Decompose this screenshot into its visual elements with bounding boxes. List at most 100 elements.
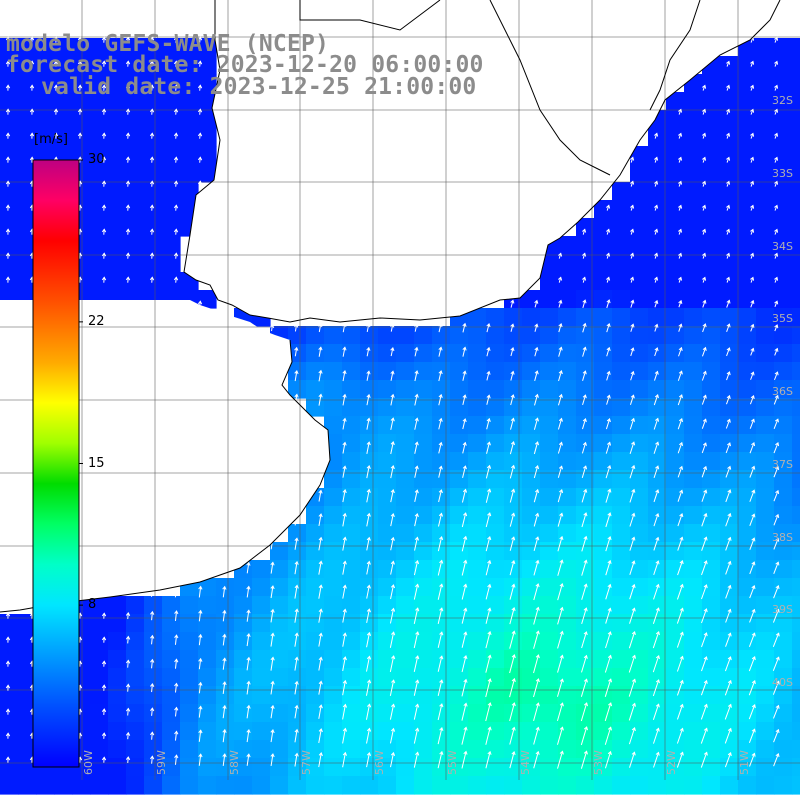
speed-cell: [792, 524, 800, 543]
wind-arrow: [5, 228, 11, 235]
wind-arrow: [750, 60, 755, 67]
wind-arrow: [5, 84, 11, 91]
speed-cell: [126, 236, 145, 255]
wind-arrow: [701, 608, 708, 624]
wind-arrow: [726, 84, 731, 91]
speed-cell: [702, 362, 721, 381]
speed-cell: [702, 524, 721, 543]
wind-arrow: [750, 132, 755, 139]
latitude-label: 39S: [772, 603, 793, 616]
speed-cell: [648, 272, 667, 291]
wind-arrow: [389, 655, 396, 673]
speed-cell: [0, 236, 19, 255]
wind-arrow: [29, 84, 35, 91]
speed-cell: [144, 704, 163, 723]
speed-cell: [180, 758, 199, 777]
wind-arrow: [653, 441, 660, 454]
wind-arrow: [5, 60, 11, 67]
speed-cell: [396, 776, 415, 795]
speed-cell: [684, 164, 703, 183]
colorbar-tick-label: 22: [88, 313, 105, 329]
speed-cell: [648, 596, 667, 615]
wind-arrow: [533, 536, 540, 551]
speed-cell: [630, 704, 649, 723]
speed-cell: [594, 452, 613, 471]
speed-cell: [90, 740, 109, 759]
speed-cell: [576, 668, 595, 687]
wind-arrow: [198, 585, 203, 598]
speed-cell: [612, 236, 631, 255]
speed-cell: [720, 146, 739, 165]
speed-cell: [306, 776, 325, 795]
longitude-labels: 60W 59W 58W 57W 56W 55W 54W 53W 52W 51W: [82, 750, 751, 775]
speed-cell: [162, 146, 181, 165]
wind-arrow: [342, 536, 347, 551]
speed-cell: [144, 236, 163, 255]
speed-cell: [450, 524, 469, 543]
wind-arrow: [676, 727, 684, 744]
speed-cell: [720, 344, 739, 363]
speed-cell: [486, 758, 505, 777]
latitude-label: 37S: [772, 458, 793, 471]
speed-cell: [666, 776, 685, 795]
speed-cell: [756, 74, 775, 93]
speed-cell: [630, 398, 649, 417]
speed-cell: [540, 272, 559, 291]
speed-cell: [378, 326, 397, 345]
speed-cell: [702, 632, 721, 651]
speed-cell: [360, 524, 379, 543]
speed-cell: [0, 182, 19, 201]
speed-cell: [504, 686, 523, 705]
wind-arrow: [654, 276, 659, 283]
speed-cell: [666, 380, 685, 399]
speed-cell: [270, 704, 289, 723]
speed-cell: [468, 686, 487, 705]
speed-cell: [702, 776, 721, 795]
wind-arrow: [726, 276, 731, 283]
wind-arrow: [726, 132, 731, 139]
wind-arrow: [509, 606, 516, 625]
speed-cell: [630, 506, 649, 525]
speed-cell: [288, 542, 307, 561]
wind-arrow: [702, 84, 707, 91]
speed-cell: [702, 740, 721, 759]
speed-cell: [666, 110, 685, 129]
speed-cell: [414, 380, 433, 399]
wind-arrow: [150, 755, 155, 764]
wind-arrow: [774, 108, 779, 115]
speed-cell: [324, 344, 343, 363]
wind-arrow: [509, 583, 516, 600]
wind-arrow: [270, 608, 275, 623]
speed-cell: [144, 182, 163, 201]
wind-arrow: [5, 684, 11, 691]
speed-cell: [468, 326, 487, 345]
wind-arrow: [678, 323, 683, 332]
speed-cell: [36, 74, 55, 93]
wind-arrow: [342, 656, 347, 672]
wind-arrow: [533, 606, 540, 625]
speed-cell: [252, 596, 271, 615]
speed-cell: [468, 650, 487, 669]
wind-arrow: [557, 678, 564, 697]
speed-cell: [360, 416, 379, 435]
coastline-segment: [0, 339, 331, 613]
wind-arrow: [125, 132, 131, 139]
speed-cell: [306, 344, 325, 363]
wind-arrow: [366, 751, 372, 768]
coastline: [0, 0, 781, 613]
speed-cell: [90, 668, 109, 687]
speed-cell: [648, 200, 667, 219]
wind-arrow: [678, 180, 683, 187]
speed-cell: [468, 362, 487, 381]
wind-arrow: [509, 464, 516, 479]
wind-arrow: [581, 441, 587, 454]
speed-cell: [720, 704, 739, 723]
speed-cell: [792, 200, 800, 219]
speed-cell: [774, 290, 793, 309]
wind-arrow: [581, 583, 588, 600]
speed-cell: [414, 506, 433, 525]
speed-cell: [324, 524, 343, 543]
speed-cell: [342, 362, 361, 381]
speed-cell: [702, 560, 721, 579]
